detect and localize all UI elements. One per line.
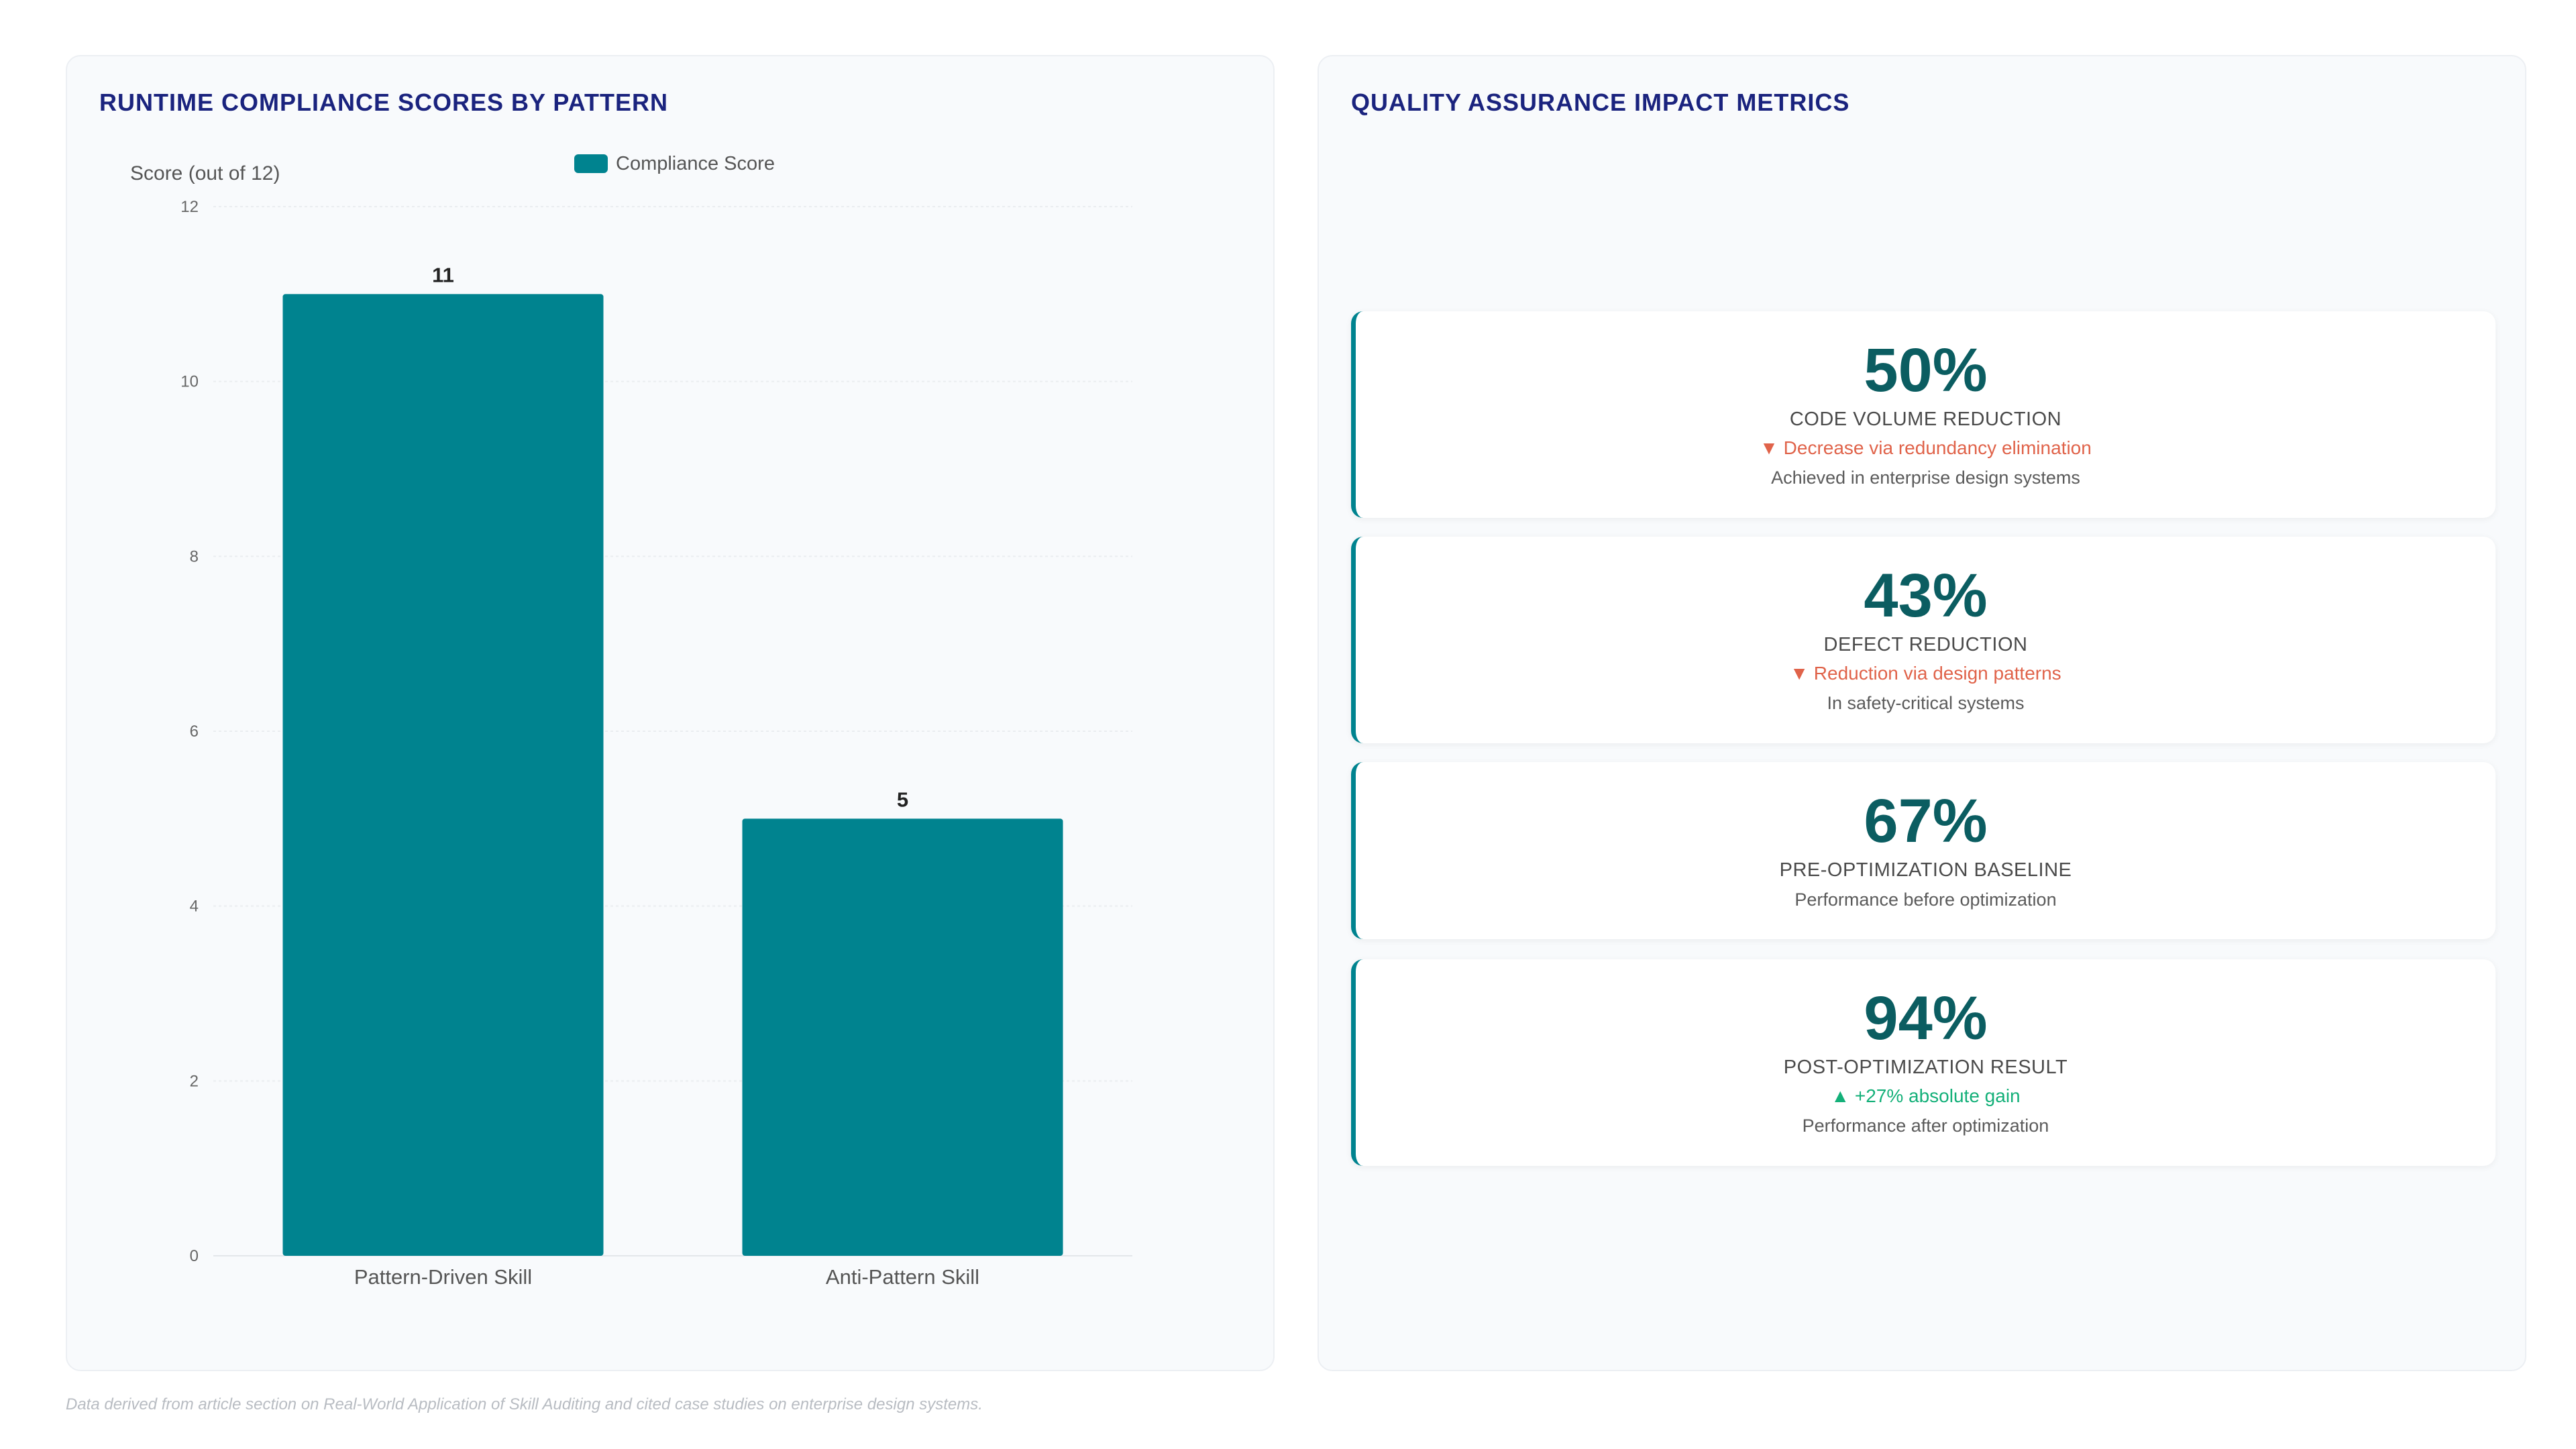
bar-data-label: 11 xyxy=(432,263,454,286)
footnote: Data derived from article section on Rea… xyxy=(66,1395,983,1413)
metric-note: Performance before optimization xyxy=(1794,890,2057,910)
metrics-panel-title: QUALITY ASSURANCE IMPACT METRICS xyxy=(1351,89,1850,116)
metric-label: PRE-OPTIMIZATION BASELINE xyxy=(1779,859,2072,881)
y-tick-label: 10 xyxy=(180,373,199,391)
x-tick-label: Anti-Pattern Skill xyxy=(826,1265,979,1289)
metric-card-code-volume: 50% CODE VOLUME REDUCTION ▼ Decrease via… xyxy=(1351,311,2496,518)
metric-value: 94% xyxy=(1864,984,1988,1053)
metric-note: Performance after optimization xyxy=(1802,1116,2049,1136)
bar xyxy=(282,294,604,1256)
metrics-panel: QUALITY ASSURANCE IMPACT METRICS 50% COD… xyxy=(1318,55,2526,1371)
metric-card-pre-optimization: 67% PRE-OPTIMIZATION BASELINE Performanc… xyxy=(1351,762,2496,939)
compliance-chart-panel: RUNTIME COMPLIANCE SCORES BY PATTERN 0 2 4… xyxy=(66,55,1275,1371)
bar xyxy=(742,818,1063,1256)
y-tick-label: 4 xyxy=(190,898,199,916)
metric-trend: ▼ Reduction via design patterns xyxy=(1790,663,2061,684)
metric-trend: ▲ +27% absolute gain xyxy=(1831,1085,2021,1106)
compliance-bar-chart: 0 2 4 6 8 10 12 Score (out of 12) Compliance Sco… xyxy=(130,153,1132,1289)
metric-note: Achieved in enterprise design systems xyxy=(1771,468,2080,488)
metric-label: CODE VOLUME REDUCTION xyxy=(1789,409,2062,430)
metric-value: 43% xyxy=(1864,561,1988,630)
y-tick-label: 6 xyxy=(190,722,199,741)
legend-swatch xyxy=(574,154,608,173)
y-tick-label: 2 xyxy=(190,1072,199,1090)
y-tick-label: 8 xyxy=(190,547,199,566)
metric-note: In safety-critical systems xyxy=(1827,693,2025,713)
x-tick-label: Pattern-Driven Skill xyxy=(354,1265,532,1289)
metric-label: DEFECT REDUCTION xyxy=(1823,634,2028,655)
metric-card-post-optimization: 94% POST-OPTIMIZATION RESULT ▲ +27% abso… xyxy=(1351,959,2496,1166)
metric-trend: ▼ Decrease via redundancy elimination xyxy=(1760,437,2092,458)
metric-card-defect: 43% DEFECT REDUCTION ▼ Reduction via des… xyxy=(1351,537,2496,743)
y-axis-label: Score (out of 12) xyxy=(130,162,280,184)
metric-value: 67% xyxy=(1864,787,1988,855)
metric-label: POST-OPTIMIZATION RESULT xyxy=(1783,1057,2068,1078)
metric-value: 50% xyxy=(1864,336,1988,405)
y-tick-label: 12 xyxy=(180,198,199,216)
bar-data-label: 5 xyxy=(897,788,908,811)
y-tick-label: 0 xyxy=(190,1247,199,1265)
legend-label: Compliance Score xyxy=(616,153,775,174)
chart-panel-title: RUNTIME COMPLIANCE SCORES BY PATTERN xyxy=(99,89,669,116)
